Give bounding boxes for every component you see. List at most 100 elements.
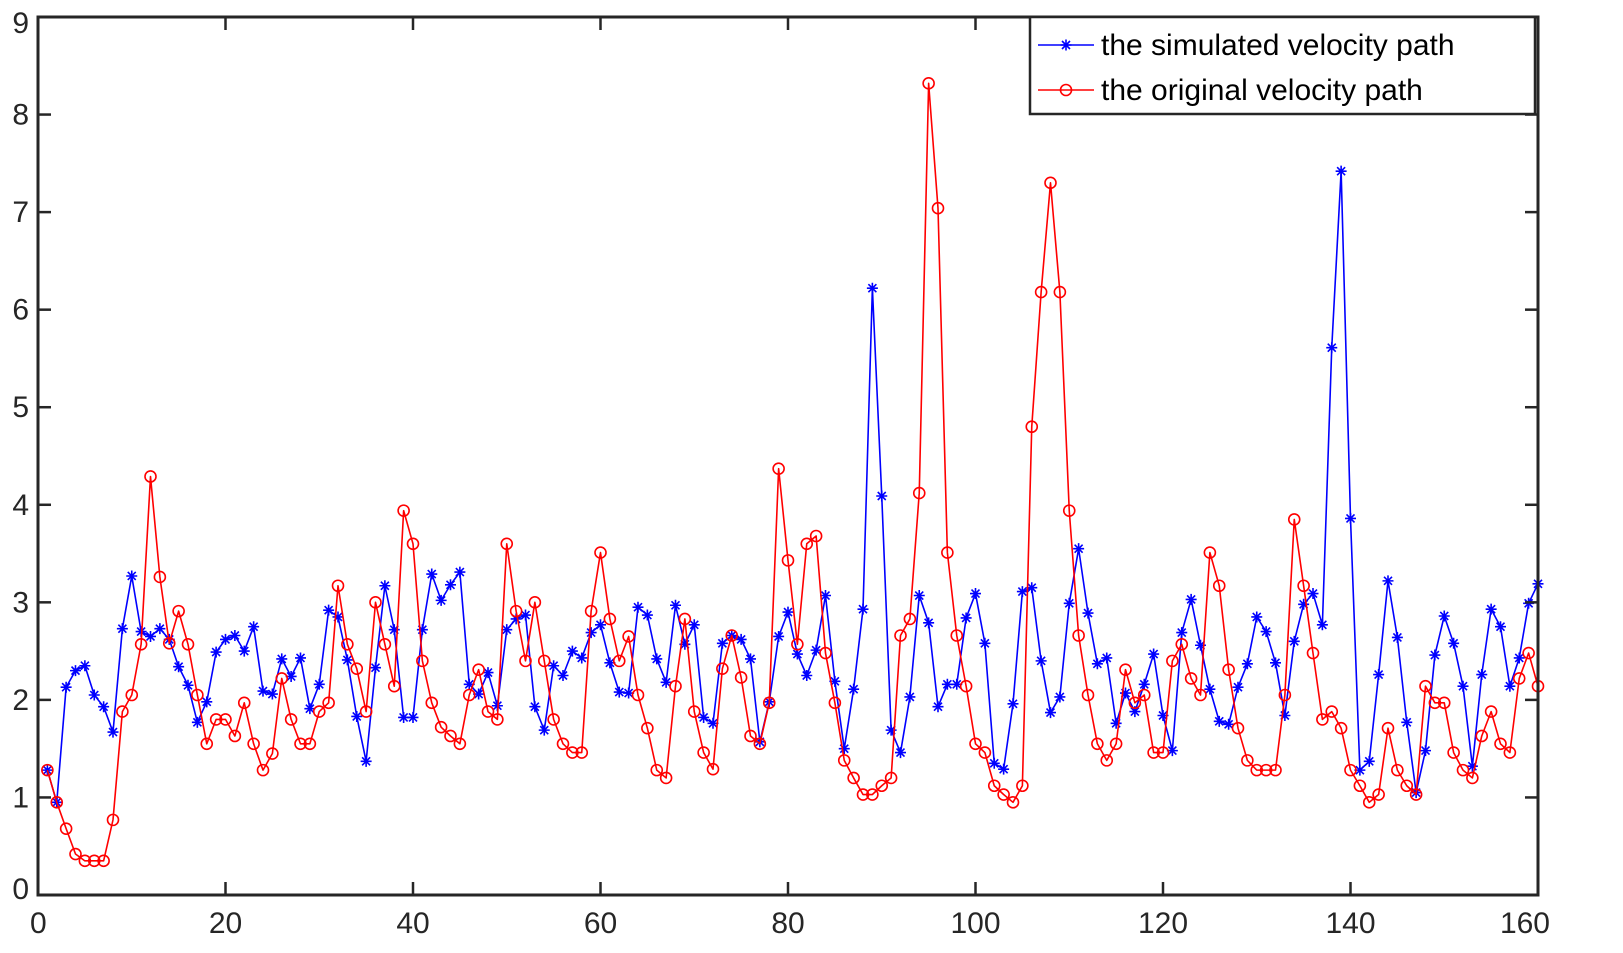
series-0-point [1195,639,1206,651]
series-1-point [247,737,260,751]
series-1-point [1522,646,1535,660]
series-1-point [725,629,739,642]
series-1-point [1259,763,1273,777]
series-0-point [773,630,785,642]
series-0-point [145,630,156,642]
series-0-point [998,763,1010,775]
series-0-point [1204,683,1216,695]
series-0-point [426,568,438,580]
series-0-point [895,747,906,759]
series-1-point [1241,754,1254,767]
series-1-point [791,637,804,651]
series-1-point [734,671,748,684]
series-0-point [304,703,316,715]
series-1-point [922,77,935,90]
series-0-point [1138,678,1150,690]
series-1-point [1203,546,1217,559]
series-0-point [801,670,813,681]
series-1-point [612,654,626,668]
series-1-point [1147,746,1160,759]
series-0-point [1476,669,1488,681]
series-0-point [641,609,653,621]
series-0-point [435,594,447,606]
legend-label: the original velocity path [1101,74,1423,107]
series-0-point [604,657,616,669]
series-1-point [219,713,232,726]
series-0-point [1288,635,1300,647]
series-0-point [248,621,260,633]
series-0-point [1373,669,1385,681]
series-1-point [1025,420,1039,434]
series-0-point [60,681,72,693]
series-1-point [491,713,504,726]
series-1-point [1437,696,1451,710]
legend-box [1028,15,1537,116]
series-1-point [41,763,54,777]
series-0-point [1429,649,1441,661]
series-0-point [688,619,700,631]
series-0-point [651,653,663,665]
series-1-point [1362,796,1376,809]
series-0-point [1316,619,1328,631]
series-1-point [350,662,364,675]
series-1-point [978,746,992,759]
series-0-point [1260,626,1272,638]
series-1-point [706,762,720,776]
y-tick-label: 0 [12,873,29,906]
series-1-point [772,462,785,475]
legend-marker-sample [1060,39,1072,51]
series-1-point [162,637,176,650]
series-0-point [351,710,363,722]
x-tick-label: 0 [30,907,47,940]
series-1-point [631,688,645,702]
series-1-point [1250,763,1264,777]
series-0-point [1232,681,1244,693]
series-0-point [445,579,456,591]
series-0-point [1148,648,1160,660]
x-tick-label: 100 [950,907,1000,940]
series-1-point [894,629,907,642]
series-0-point [1382,575,1394,587]
series-1-point [866,788,879,801]
series-1-point [1287,513,1301,526]
series-0-point [323,604,335,616]
series-1-point [1306,646,1320,660]
series-1-point [116,705,129,718]
series-1-point [509,604,523,618]
series-0-point [1223,718,1235,730]
series-0-point [1091,658,1103,670]
series-1-point [1316,713,1329,726]
series-1-point [322,696,335,710]
series-1-point [837,754,851,767]
legend-marker-sample [1059,83,1073,97]
series-1-point [125,688,139,702]
series-1-point [1512,672,1526,685]
series-0-point [538,724,550,736]
legend-label: the simulated velocity path [1101,29,1455,62]
series-1-point [359,705,373,718]
series-0-point [388,624,400,636]
series-0-point [1438,610,1450,622]
series-0-point [454,566,466,578]
series-0-point [1101,652,1113,664]
series-0-point [257,685,269,697]
series-0-point [238,645,250,657]
series-0-point [576,652,588,664]
series-1-point [378,637,392,651]
series-1-point [959,679,973,693]
series-1-point [172,604,185,618]
series-0-point [266,688,278,700]
series-1-point [387,679,401,693]
series-0-point [416,624,428,636]
series-1-point [1419,679,1432,693]
series-0-point [1026,582,1038,594]
series-1-point [847,771,860,785]
series-1-point [69,847,82,861]
series-0-point [970,588,981,600]
series-0-point [41,764,53,776]
series-0-point [182,679,194,691]
series-0-point [820,590,831,602]
series-1-point [1016,779,1029,793]
series-0-point [623,687,635,699]
series-0-point [941,678,953,690]
